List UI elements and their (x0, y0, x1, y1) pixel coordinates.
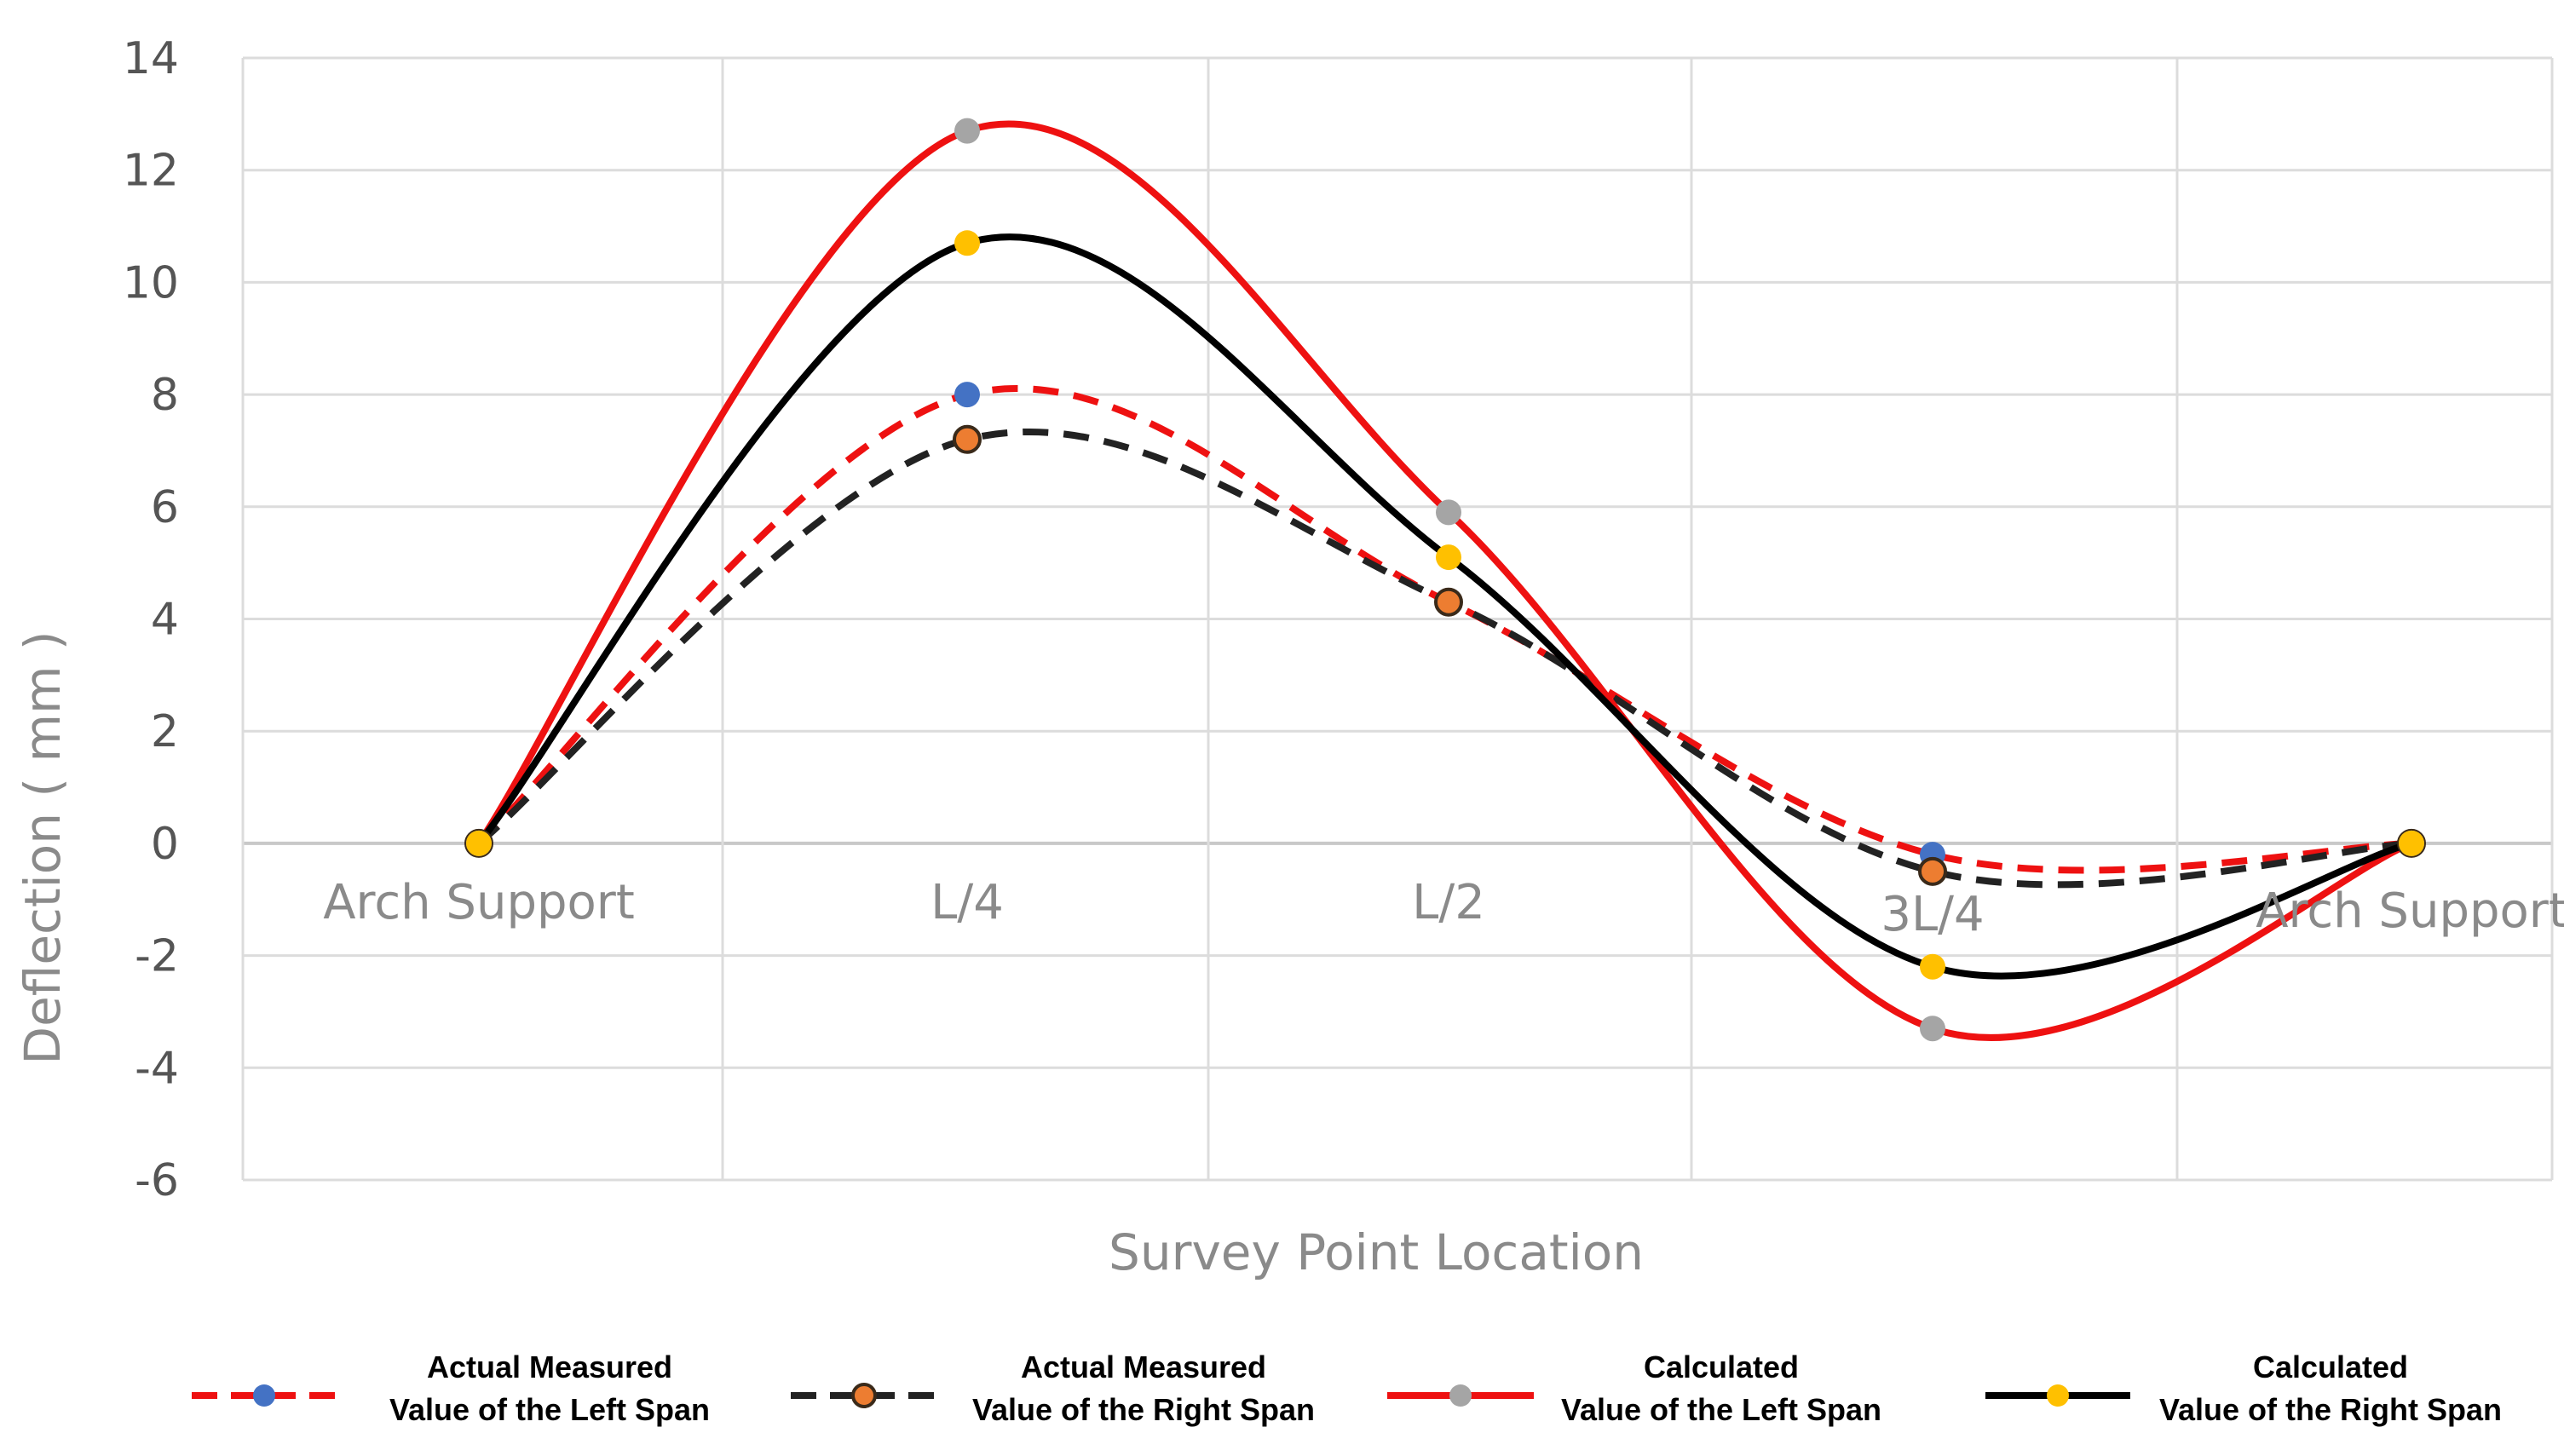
y-tick-label: 2 (151, 706, 179, 757)
legend-label: Calculated (1644, 1350, 1799, 1384)
x-tick-label: Arch Support (2256, 883, 2564, 939)
data-point (2399, 830, 2424, 856)
x-axis-ticks: Arch Support L/4 L/2 3L/4 Arch Support (323, 875, 2564, 942)
legend: Actual Measured Value of the Left Span Act… (192, 1350, 2502, 1427)
y-tick-label: 6 (151, 482, 179, 533)
legend-label: Value of the Left Span (1561, 1392, 1881, 1427)
y-tick-label: -2 (135, 931, 179, 982)
data-point (1920, 1016, 1945, 1042)
series-line-2 (476, 429, 2412, 889)
data-point (1920, 953, 1945, 980)
y-axis-title: Deflection ( mm ) (14, 630, 72, 1064)
legend-label: Calculated (2253, 1350, 2408, 1384)
data-point (954, 230, 980, 256)
data-point (1436, 544, 1461, 571)
data-point (1436, 499, 1461, 526)
legend-marker-2 (851, 1383, 877, 1408)
data-point (1918, 856, 1947, 886)
series-markers (464, 118, 2426, 1042)
series-line-4 (475, 233, 2413, 980)
x-tick-label: 3L/4 (1881, 887, 1984, 942)
legend-label: Actual Measured (1021, 1350, 1266, 1384)
y-tick-label: 8 (151, 370, 179, 421)
x-axis-title: Survey Point Location (1109, 1223, 1644, 1281)
data-point (954, 382, 980, 408)
series-line-1 (476, 385, 2412, 874)
legend-label: Value of the Right Span (972, 1392, 1315, 1427)
y-tick-label: -6 (135, 1155, 179, 1206)
legend-label: Value of the Right Span (2159, 1392, 2502, 1427)
x-tick-label: L/2 (1412, 875, 1485, 930)
legend-marker-1 (253, 1384, 275, 1407)
y-tick-label: 14 (123, 33, 179, 84)
y-tick-label: -4 (135, 1043, 179, 1094)
data-point (954, 118, 980, 144)
y-axis-ticks: 14 12 10 8 6 4 2 0 -2 -4 -6 (123, 33, 179, 1206)
y-tick-label: 10 (123, 257, 179, 308)
y-tick-label: 4 (151, 595, 179, 646)
x-tick-label: Arch Support (323, 875, 635, 930)
series-line-3 (475, 120, 2413, 1042)
legend-marker-4 (2047, 1384, 2069, 1407)
x-tick-label: L/4 (931, 875, 1004, 930)
legend-marker-3 (1449, 1384, 1472, 1407)
data-point (1434, 587, 1463, 617)
legend-label: Actual Measured (427, 1350, 672, 1384)
data-point (466, 830, 492, 856)
grid (241, 56, 2554, 1182)
y-tick-label: 0 (151, 819, 179, 870)
legend-label: Value of the Left Span (389, 1392, 710, 1427)
data-point (953, 424, 982, 454)
y-tick-label: 12 (123, 146, 179, 197)
